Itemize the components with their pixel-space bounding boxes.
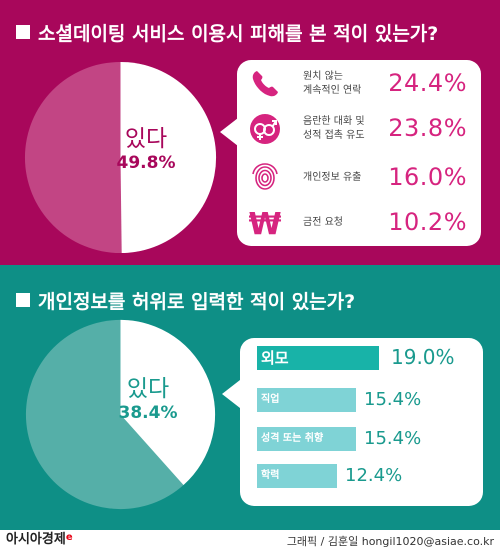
section2-title: 개인정보를 허위로 입력한 적이 있는가? — [16, 287, 355, 314]
gender-symbols-icon — [249, 113, 281, 145]
section1-title: 소셜데이팅 서비스 이용시 피해를 본 적이 있는가? — [16, 19, 438, 46]
footer — [0, 530, 500, 550]
damage-item-label: 음란한 대화 및 성적 접촉 유도 — [303, 115, 403, 143]
square-bullet-icon — [16, 293, 30, 307]
damage-item-label-line1: 원치 않는 — [303, 71, 343, 82]
damage-item-label: 원치 않는 계속적인 연락 — [303, 70, 403, 98]
pie1-percent: 49.8% — [116, 153, 176, 173]
section1-title-text: 소셜데이팅 서비스 이용시 피해를 본 적이 있는가? — [38, 23, 439, 45]
pie-chart-false-info-svg — [25, 319, 216, 510]
logo-text: 아시아경제 — [6, 532, 66, 547]
won-icon: ₩ — [249, 207, 281, 239]
graphic-credit: 그래픽 / 김훈일 hongil1020@asiae.co.kr — [286, 535, 494, 548]
false-info-bar: 외모 — [257, 346, 379, 370]
callout-pointer — [222, 380, 240, 408]
phone-icon — [249, 68, 281, 100]
logo-mark: e — [65, 532, 73, 543]
pie-chart-damage-svg — [24, 61, 217, 254]
damage-item-value: 16.0% — [388, 163, 467, 191]
false-info-bar: 학력 — [257, 464, 337, 488]
bar-value: 15.4% — [364, 428, 422, 449]
false-info-bar: 직업 — [257, 388, 356, 412]
pie-slice-yes — [120, 61, 217, 254]
svg-text:₩: ₩ — [249, 207, 281, 239]
pie-chart-damage — [23, 60, 218, 255]
damage-types-box: 원치 않는 계속적인 연락 24.4% 음란한 대화 및 성적 접촉 유도 23… — [237, 60, 481, 246]
bar-value: 15.4% — [364, 389, 422, 410]
pie-slice-yes — [120, 319, 216, 486]
bar-label: 성격 또는 취향 — [261, 433, 324, 444]
publisher-logo: 아시아경제e — [6, 528, 73, 547]
damage-item-label: 금전 요청 — [303, 217, 343, 228]
bar-label: 직업 — [261, 394, 280, 405]
damage-item-row: 개인정보 유출 16.0% — [237, 158, 481, 198]
pie2-word: 있다 — [126, 376, 170, 402]
damage-item-row: ₩ 금전 요청 10.2% — [237, 203, 481, 243]
damage-item-row: 음란한 대화 및 성적 접촉 유도 23.8% — [237, 109, 481, 149]
damage-item-label-line2: 성적 접촉 유도 — [303, 130, 365, 141]
damage-item-label: 개인정보 유출 — [303, 172, 362, 183]
bar-value: 19.0% — [391, 345, 455, 369]
bar-value: 12.4% — [345, 465, 403, 486]
pie2-percent: 38.4% — [118, 403, 178, 423]
pie1-word: 있다 — [124, 126, 168, 152]
bar-label: 학력 — [261, 470, 280, 481]
damage-item-value: 10.2% — [388, 208, 467, 236]
pie2-center-label: 있다 38.4% — [88, 376, 208, 424]
square-bullet-icon — [16, 25, 30, 39]
damage-item-row: 원치 않는 계속적인 연락 24.4% — [237, 64, 481, 104]
pie1-center-label: 있다 49.8% — [86, 126, 206, 174]
fingerprint-icon — [249, 162, 281, 194]
damage-item-label-line2: 계속적인 연락 — [303, 85, 362, 96]
damage-item-value: 24.4% — [388, 69, 467, 97]
damage-item-label-line1: 음란한 대화 및 — [303, 116, 365, 127]
section2-title-text: 개인정보를 허위로 입력한 적이 있는가? — [38, 291, 356, 313]
bar-label: 외모 — [261, 349, 289, 367]
callout-pointer — [220, 118, 238, 146]
damage-item-value: 23.8% — [388, 114, 467, 142]
pie-chart-false-info — [24, 318, 217, 511]
false-info-bar: 성격 또는 취향 — [257, 427, 356, 451]
